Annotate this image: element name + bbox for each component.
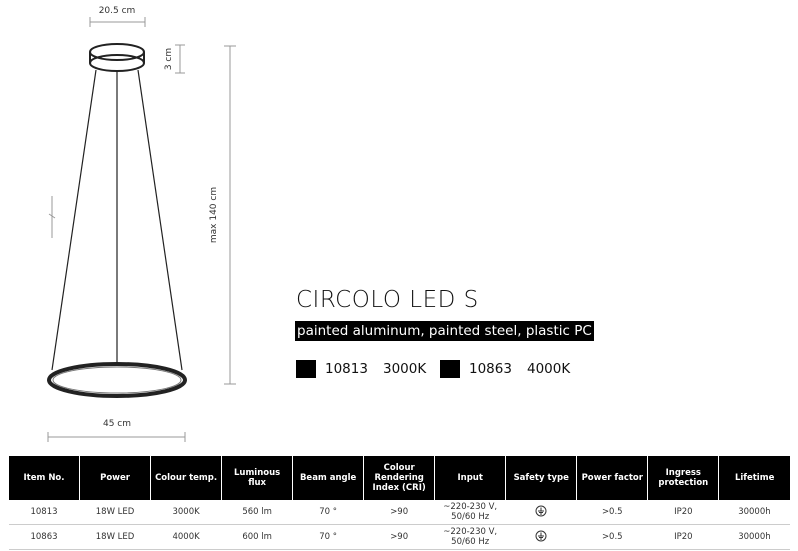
table-cell: ~220-230 V, 50/60 Hz bbox=[434, 524, 506, 550]
variant-temp: 3000K bbox=[383, 361, 427, 377]
column-header: Colour Rendering Index (CRI) bbox=[363, 456, 435, 500]
table-cell: >0.5 bbox=[576, 500, 648, 525]
safety-icon-cell bbox=[505, 524, 577, 550]
column-header: Power bbox=[79, 456, 151, 500]
table-cell: IP20 bbox=[647, 524, 719, 550]
variant-code: 10863 bbox=[469, 361, 512, 377]
table-cell: 30000h bbox=[718, 524, 790, 550]
variant-code: 10813 bbox=[325, 361, 368, 377]
product-title: CIRCOLO LED S bbox=[296, 287, 479, 313]
color-swatch bbox=[296, 360, 316, 378]
table-cell: >90 bbox=[363, 500, 435, 525]
table-cell: 10813 bbox=[8, 500, 80, 525]
table-cell: 70 ° bbox=[292, 524, 364, 550]
table-row: 10813 18W LED 3000K 560 lm 70 ° >90 ~220-230 V… bbox=[8, 500, 790, 525]
column-header: Colour temp. bbox=[150, 456, 222, 500]
column-header: Luminous flux bbox=[221, 456, 293, 500]
column-header: Item No. bbox=[7, 456, 80, 500]
table-cell: 600 lm bbox=[221, 524, 293, 550]
column-header: Ingress protection bbox=[647, 456, 719, 500]
safety-class-icon bbox=[535, 530, 547, 541]
dim-label: 45 cm bbox=[103, 419, 131, 429]
table-cell: >90 bbox=[363, 524, 435, 550]
safety-icon-cell bbox=[505, 500, 577, 525]
safety-class-icon bbox=[535, 505, 547, 516]
column-header: Lifetime bbox=[718, 456, 790, 500]
table-cell: 560 lm bbox=[221, 500, 293, 525]
table-cell: 4000K bbox=[150, 524, 222, 550]
column-header: Power factor bbox=[576, 456, 648, 500]
color-swatch bbox=[440, 360, 460, 378]
table-cell: 3000K bbox=[150, 500, 222, 525]
variant-temp: 4000K bbox=[527, 361, 571, 377]
column-header: Beam angle bbox=[292, 456, 364, 500]
table-cell: 18W LED bbox=[79, 500, 151, 525]
dim-label: max 140 cm bbox=[209, 187, 219, 243]
materials: painted aluminum, painted steel, plastic… bbox=[295, 321, 594, 341]
column-header: Input bbox=[434, 456, 506, 500]
table-cell: 30000h bbox=[718, 500, 790, 525]
header-row: Item No. Power Colour temp. Luminous flux Be… bbox=[7, 456, 790, 500]
dim-label: 3 cm bbox=[164, 48, 174, 70]
lamp bbox=[47, 43, 187, 398]
table-cell: IP20 bbox=[647, 500, 719, 525]
dim-label: 20.5 cm bbox=[99, 6, 136, 16]
table-cell: 10863 bbox=[8, 524, 80, 550]
table-row: 10863 18W LED 4000K 600 lm 70 ° >90 ~220-230 V… bbox=[8, 524, 790, 550]
table-cell: 18W LED bbox=[79, 524, 151, 550]
column-header: Safety type bbox=[505, 456, 577, 500]
table-cell: >0.5 bbox=[576, 524, 648, 550]
dimension-lines bbox=[47, 17, 236, 442]
table-cell: 70 ° bbox=[292, 500, 364, 525]
spec-table: Item No. Power Colour temp. Luminous flux Be… bbox=[7, 456, 790, 550]
table-cell: ~220-230 V, 50/60 Hz bbox=[434, 500, 506, 525]
lamp-drawing: 20.5 cm 3 cm max 140 cm 45 cm bbox=[47, 6, 236, 442]
